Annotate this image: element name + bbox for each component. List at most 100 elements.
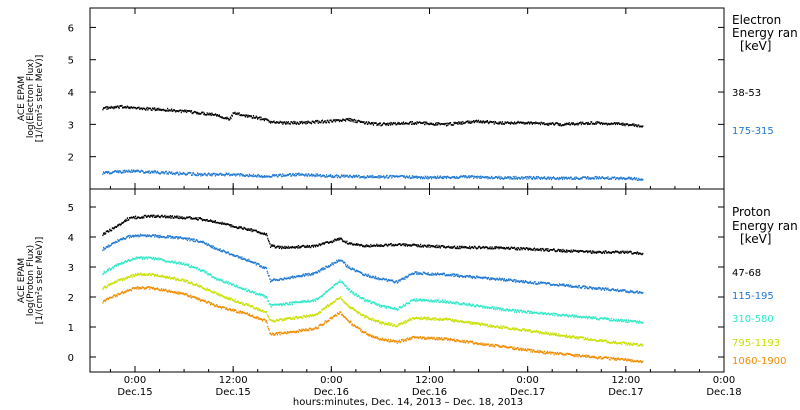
data-point: [520, 121, 522, 124]
data-point: [399, 243, 401, 245]
data-point: [425, 245, 427, 248]
data-point: [462, 246, 464, 249]
data-point: [590, 121, 592, 123]
data-point: [533, 176, 535, 178]
data-point: [522, 310, 525, 312]
data-point: [295, 246, 297, 248]
data-point: [282, 247, 284, 249]
data-point: [492, 278, 494, 280]
data-point: [416, 244, 418, 246]
data-point: [478, 121, 480, 124]
data-point: [317, 244, 319, 247]
data-point: [103, 246, 105, 249]
data-point: [552, 249, 554, 251]
data-point: [353, 307, 355, 310]
data-point: [555, 313, 557, 315]
data-point: [580, 250, 582, 252]
data-point: [525, 122, 527, 125]
data-point: [572, 286, 574, 288]
data-point: [458, 122, 460, 125]
data-point: [184, 217, 186, 220]
data-point: [135, 287, 137, 289]
data-point: [406, 243, 408, 246]
data-point: [396, 123, 398, 126]
data-point: [584, 176, 587, 178]
data-point: [153, 214, 155, 217]
data-point: [198, 241, 200, 243]
data-point: [242, 303, 244, 306]
data-point: [277, 121, 279, 124]
y-tick-label: 4: [68, 233, 74, 244]
data-point: [508, 176, 510, 178]
data-point: [592, 123, 594, 125]
data-point: [467, 247, 469, 249]
data-point: [433, 245, 435, 248]
data-point: [533, 247, 535, 250]
data-point: [405, 243, 407, 246]
data-point: [261, 294, 263, 296]
data-point: [591, 287, 593, 289]
data-point: [513, 247, 515, 249]
data-point: [178, 261, 180, 263]
data-point: [540, 249, 542, 252]
data-point: [562, 176, 564, 179]
data-point: [261, 175, 263, 177]
data-point: [302, 300, 304, 302]
data-point: [385, 243, 387, 246]
data-point: [591, 339, 593, 341]
data-point: [225, 281, 227, 284]
data-point: [357, 175, 359, 178]
data-point: [469, 176, 471, 179]
data-point: [234, 285, 236, 288]
data-point: [231, 114, 233, 117]
data-point: [598, 121, 600, 124]
data-point: [131, 107, 133, 109]
data-point: [350, 176, 352, 178]
data-point: [272, 320, 274, 322]
data-point: [483, 121, 485, 123]
data-point: [240, 258, 242, 260]
data-point: [348, 242, 350, 245]
data-point: [107, 230, 109, 232]
data-point: [187, 237, 189, 240]
data-point: [357, 294, 360, 297]
data-point: [464, 121, 467, 124]
data-point: [278, 174, 280, 176]
data-point: [554, 250, 557, 253]
data-point: [157, 236, 159, 239]
data-point: [110, 244, 112, 247]
data-point: [327, 119, 329, 122]
data-point: [118, 240, 120, 242]
data-point: [426, 316, 428, 319]
data-point: [230, 297, 232, 299]
data-point: [138, 235, 140, 238]
data-point: [178, 237, 180, 239]
data-point: [256, 116, 258, 119]
data-point: [267, 274, 270, 277]
data-point: [275, 279, 277, 281]
data-point: [293, 318, 295, 320]
data-point: [604, 339, 606, 342]
data-point: [211, 174, 213, 177]
data-point: [336, 239, 338, 241]
data-point: [454, 122, 456, 125]
data-point: [605, 339, 607, 342]
data-point: [115, 105, 117, 108]
legend-entry: 1060-1900: [732, 356, 787, 367]
data-point: [215, 291, 217, 294]
data-point: [432, 300, 434, 302]
data-point: [379, 122, 381, 124]
data-point: [428, 316, 430, 319]
data-point: [362, 245, 364, 248]
data-point: [160, 172, 162, 174]
data-point: [139, 171, 141, 173]
data-point: [402, 303, 405, 306]
data-point: [505, 177, 507, 179]
data-point: [394, 244, 396, 247]
data-point: [454, 302, 456, 305]
data-point: [593, 251, 595, 254]
data-point: [473, 321, 475, 324]
data-point: [220, 278, 222, 281]
data-point: [299, 245, 301, 248]
data-point: [188, 171, 190, 174]
